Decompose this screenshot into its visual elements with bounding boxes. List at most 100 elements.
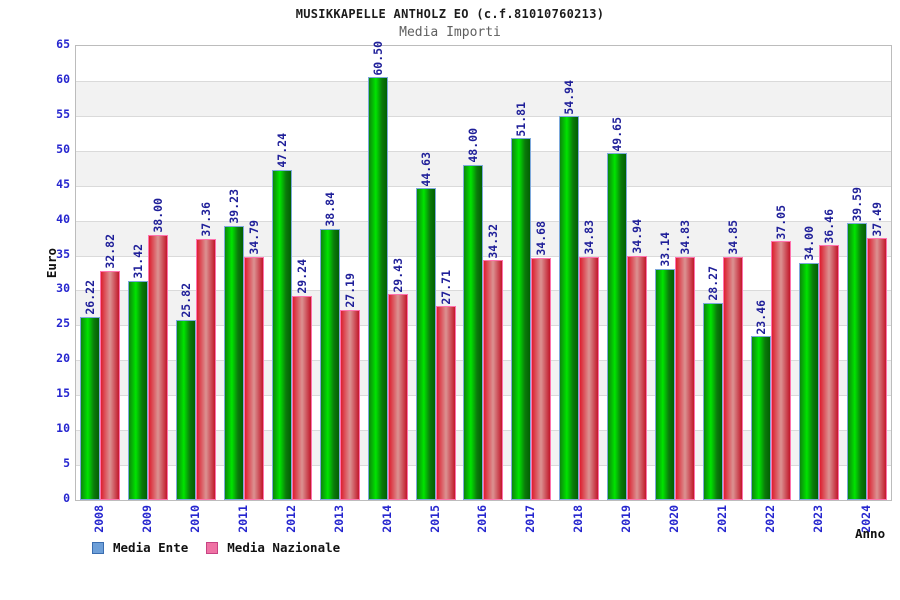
bar-value-label: 29.43: [390, 257, 405, 293]
bar-media-ente: 49.65: [607, 117, 628, 500]
bar-media-nazionale: 34.68: [531, 221, 552, 500]
bar-media-ente: 44.63: [415, 152, 436, 500]
bar-value-label: 38.84: [322, 192, 337, 227]
bar-media-nazionale: 27.19: [339, 273, 360, 500]
bar-group-2022: 23.46 37.05: [747, 46, 795, 500]
x-cell: 2021: [698, 501, 746, 545]
bar-media-nazionale: 37.05: [771, 205, 792, 500]
bar-value-label: 25.82: [178, 283, 193, 318]
bar-media-nazionale: 34.83: [675, 220, 696, 500]
bar-value-label: 27.19: [342, 273, 357, 309]
bar-groups: 26.22 32.82 31.42 38.00 25.82 37.36 39.23 34.79…: [76, 41, 891, 500]
bar-value-label: 37.36: [198, 202, 213, 238]
bar-media-ente: 31.42: [127, 244, 148, 500]
year-label: 2012: [283, 505, 298, 533]
bar-media-nazionale: 34.94: [627, 219, 648, 500]
bar-media-ente: 51.81: [511, 102, 532, 500]
bar-media-nazionale: 29.43: [387, 258, 408, 500]
year-label: 2013: [331, 505, 346, 533]
y-tick-label: 0: [63, 491, 70, 505]
bar-group-2013: 38.84 27.19: [316, 46, 364, 500]
bar-group-2011: 39.23 34.79: [220, 46, 268, 500]
plot-area: 26.22 32.82 31.42 38.00 25.82 37.36 39.23 34.79…: [75, 41, 892, 501]
y-tick-label: 60: [56, 71, 70, 86]
bar-media-nazionale: 29.24: [291, 259, 312, 500]
bar-media-ente: 48.00: [463, 128, 484, 500]
bar-value-label: 37.49: [869, 201, 884, 237]
x-cell: 2017: [506, 501, 554, 545]
bar-value-label: 51.81: [514, 101, 529, 137]
bar-value-label: 27.71: [438, 269, 453, 305]
bar-value-label: 34.32: [486, 223, 501, 259]
year-label: 2011: [235, 505, 250, 533]
bar-group-2024: 39.59 37.49: [843, 46, 891, 500]
bar-value-label: 49.65: [610, 116, 625, 152]
year-label: 2022: [763, 505, 778, 533]
bar-value-label: 34.68: [534, 221, 549, 256]
legend-item-media-nazionale: Media Nazionale: [206, 540, 340, 555]
y-tick-label: 5: [63, 456, 70, 471]
bar-media-nazionale: 32.82: [99, 234, 120, 500]
bar-value-label: 37.05: [774, 204, 789, 240]
legend-item-media-ente: Media Ente: [92, 540, 188, 555]
bar-group-2016: 48.00 34.32: [460, 46, 508, 500]
bar-media-nazionale: 37.36: [195, 202, 216, 500]
year-label: 2017: [523, 505, 538, 533]
bar-group-2012: 47.24 29.24: [268, 46, 316, 500]
year-label: 2020: [667, 505, 682, 533]
x-cell: 2011: [219, 501, 267, 545]
y-tick-label: 15: [56, 386, 70, 401]
year-label: 2023: [811, 505, 826, 533]
bar-media-ente: 23.46: [751, 300, 772, 500]
bar-value-label: 34.79: [246, 220, 261, 256]
bar-group-2023: 34.00 36.46: [795, 46, 843, 500]
x-axis-labels: 2008 2009 2010 2011 2012 2013 2014 2015 2016 2017…: [75, 501, 890, 545]
year-label: 2009: [139, 505, 154, 533]
bar-value-label: 39.59: [849, 186, 864, 222]
bar-value-label: 34.83: [678, 220, 693, 255]
year-label: 2018: [571, 505, 586, 533]
bar-group-2009: 31.42 38.00: [124, 46, 172, 500]
legend-swatch-media-nazionale-icon: [206, 541, 219, 554]
bar-value-label: 26.22: [82, 280, 97, 315]
bar-media-nazionale: 38.00: [147, 198, 168, 500]
y-tick-label: 20: [56, 351, 70, 366]
bar-value-label: 60.50: [370, 40, 385, 76]
bar-media-ente: 34.00: [799, 226, 820, 500]
grid-band: [76, 80, 891, 116]
bar-media-ente: 47.24: [271, 133, 292, 500]
y-tick-label: 55: [56, 106, 70, 121]
bar-media-nazionale: 36.46: [819, 209, 840, 500]
bar-group-2021: 28.27 34.85: [699, 46, 747, 500]
bar-media-nazionale: 34.85: [723, 220, 744, 500]
bar-media-ente: 39.23: [223, 189, 244, 500]
bar-value-label: 47.24: [274, 133, 289, 169]
year-label: 2019: [619, 505, 634, 533]
y-axis-ticks: 0 5 10 15 20 25 30 35 40 45 50 55 60 65: [0, 37, 70, 505]
bar-media-nazionale: 34.32: [483, 224, 504, 500]
bar-media-ente: 54.94: [559, 80, 580, 500]
bar-media-ente: 60.50: [367, 41, 388, 500]
legend: Media Ente Media Nazionale: [92, 540, 358, 555]
year-label: 2014: [379, 505, 394, 533]
x-axis-label: Anno: [855, 526, 886, 541]
bar-value-label: 28.27: [706, 265, 721, 301]
bar-media-ente: 38.84: [319, 192, 340, 500]
x-cell: 2010: [171, 501, 219, 545]
x-cell: 2023: [794, 501, 842, 545]
y-tick-label: 10: [56, 421, 70, 436]
chart-title: MUSIKKAPELLE ANTHOLZ EO (c.f.81010760213…: [295, 7, 605, 21]
bar-value-label: 38.00: [150, 197, 165, 233]
x-cell: 2012: [267, 501, 315, 545]
grid-band: [76, 150, 891, 186]
bar-value-label: 44.63: [418, 151, 433, 187]
bar-media-ente: 39.59: [846, 187, 867, 500]
x-cell: 2019: [602, 501, 650, 545]
y-tick-label: 25: [56, 316, 70, 331]
grid-band: [76, 115, 891, 151]
y-tick-label: 50: [56, 141, 70, 156]
bar-value-label: 36.46: [822, 208, 837, 244]
bar-value-label: 34.85: [726, 219, 741, 255]
bar-media-ente: 28.27: [703, 266, 724, 500]
